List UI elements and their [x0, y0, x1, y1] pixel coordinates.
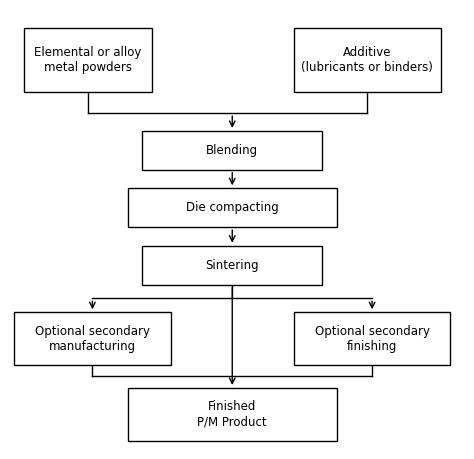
FancyBboxPatch shape: [128, 388, 337, 441]
FancyBboxPatch shape: [24, 28, 152, 92]
FancyBboxPatch shape: [142, 246, 322, 285]
FancyBboxPatch shape: [294, 28, 441, 92]
Text: Additive
(lubricants or binders): Additive (lubricants or binders): [301, 45, 433, 74]
FancyBboxPatch shape: [14, 312, 171, 365]
Text: Optional secondary
manufacturing: Optional secondary manufacturing: [35, 325, 150, 353]
FancyBboxPatch shape: [128, 188, 337, 227]
Text: Sintering: Sintering: [205, 258, 259, 272]
Text: Finished
P/M Product: Finished P/M Product: [198, 400, 267, 428]
Text: Blending: Blending: [206, 144, 258, 157]
Text: Optional secondary
finishing: Optional secondary finishing: [315, 325, 429, 353]
Text: Elemental or alloy
metal powders: Elemental or alloy metal powders: [34, 45, 141, 74]
FancyBboxPatch shape: [142, 131, 322, 170]
FancyBboxPatch shape: [294, 312, 450, 365]
Text: Die compacting: Die compacting: [186, 201, 279, 214]
